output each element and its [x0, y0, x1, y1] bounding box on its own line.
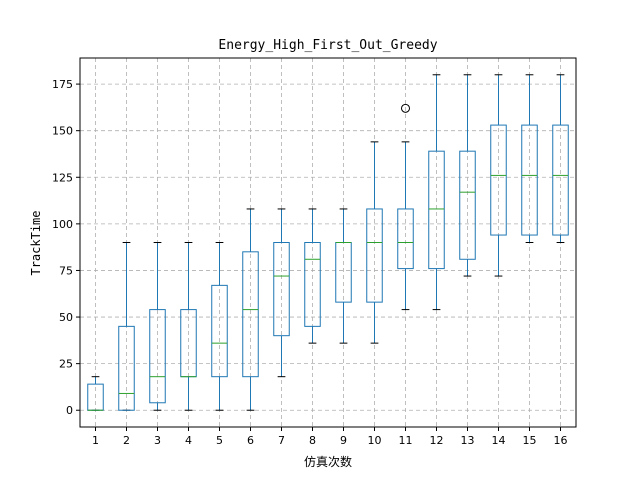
x-axis-label: 仿真次数	[304, 454, 352, 469]
y-tick-label-100: 100	[52, 218, 73, 231]
box-2	[118, 242, 135, 411]
iqr-box	[304, 242, 321, 327]
x-tick-label-5: 5	[216, 434, 223, 447]
x-tick-label-11: 11	[399, 434, 413, 447]
box-series	[87, 74, 569, 411]
x-tick-label-8: 8	[309, 434, 316, 447]
box-11	[397, 103, 414, 311]
x-tick-label-15: 15	[523, 434, 537, 447]
y-tick-label-0: 0	[66, 404, 73, 417]
x-tick-label-6: 6	[247, 434, 254, 447]
iqr-box	[459, 150, 476, 260]
y-tick-label-75: 75	[59, 264, 73, 277]
box-12	[428, 74, 445, 311]
iqr-box	[552, 124, 569, 236]
chart-title: Energy_High_First_Out_Greedy	[218, 38, 437, 53]
box-16	[552, 74, 569, 243]
x-tick-label-12: 12	[430, 434, 444, 447]
box-8	[304, 208, 321, 344]
iqr-box	[366, 208, 383, 303]
iqr-box	[335, 242, 352, 303]
box-9	[335, 208, 352, 344]
x-tick-label-2: 2	[123, 434, 130, 447]
x-tick-label-16: 16	[554, 434, 568, 447]
x-tick-label-3: 3	[154, 434, 161, 447]
box-13	[459, 74, 476, 277]
outlier-point	[401, 103, 410, 113]
box-10	[366, 141, 383, 344]
y-tick-label-50: 50	[59, 311, 73, 324]
box-3	[149, 242, 166, 411]
iqr-box	[118, 325, 135, 411]
iqr-box	[149, 309, 166, 404]
box-6	[242, 208, 259, 411]
box-1	[87, 376, 104, 411]
y-tick-label-25: 25	[59, 358, 73, 371]
y-tick-label-150: 150	[52, 125, 73, 138]
x-tick-label-14: 14	[492, 434, 506, 447]
x-tick-label-9: 9	[340, 434, 347, 447]
box-4	[180, 242, 197, 411]
x-tick-label-4: 4	[185, 434, 192, 447]
iqr-box	[428, 150, 445, 270]
box-7	[273, 208, 290, 378]
x-tick-label-10: 10	[368, 434, 382, 447]
x-tick-label-7: 7	[278, 434, 285, 447]
iqr-box	[490, 124, 507, 236]
box-5	[211, 242, 228, 411]
box-15	[521, 74, 538, 243]
iqr-box	[521, 124, 538, 236]
iqr-box	[273, 242, 290, 337]
y-axis-label: TrackTime	[29, 210, 43, 275]
y-tick-label-175: 175	[52, 78, 73, 91]
iqr-box	[242, 251, 259, 378]
iqr-box	[211, 284, 228, 378]
iqr-box	[397, 208, 414, 270]
y-tick-label-125: 125	[52, 171, 73, 184]
x-tick-label-1: 1	[92, 434, 99, 447]
plot-frame	[79, 57, 577, 428]
x-tick-label-13: 13	[461, 434, 475, 447]
box-14	[490, 74, 507, 277]
